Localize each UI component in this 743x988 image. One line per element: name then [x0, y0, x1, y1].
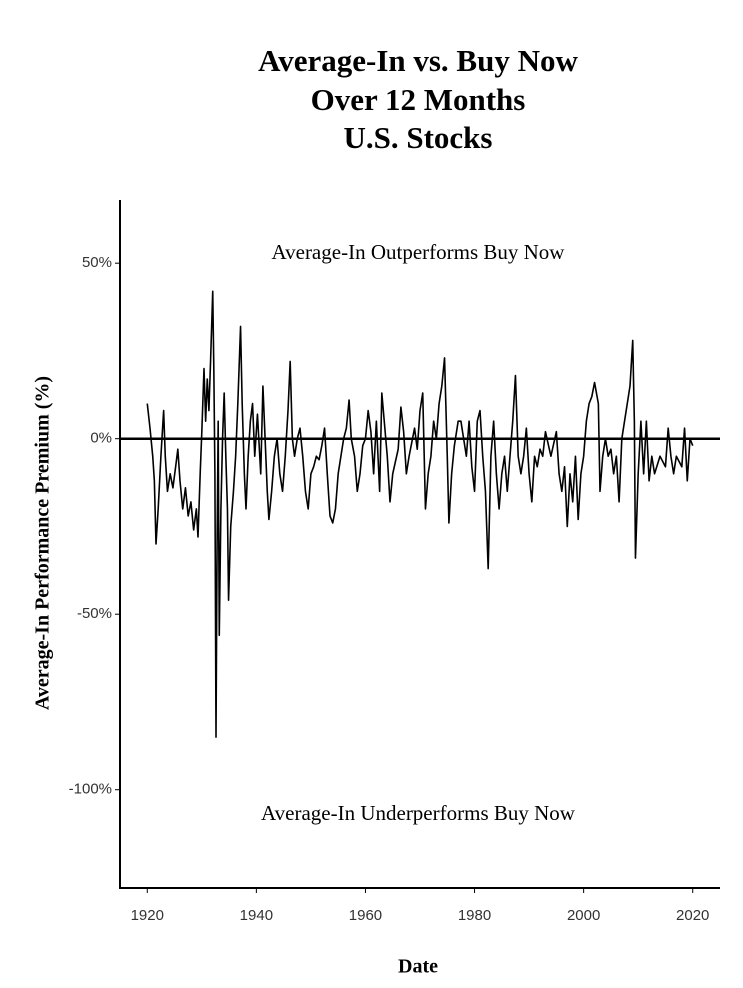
chart-title: Average-In vs. Buy Now [258, 43, 578, 78]
data-line [146, 290, 694, 738]
y-tick-label: 0% [90, 430, 112, 447]
chart-title: U.S. Stocks [343, 120, 492, 155]
annotation: Average-In Underperforms Buy Now [261, 801, 576, 825]
y-tick-label: -50% [77, 605, 112, 622]
chart-title: Over 12 Months [311, 82, 526, 117]
annotation: Average-In Outperforms Buy Now [272, 240, 566, 264]
x-tick-label: 2000 [567, 907, 600, 924]
x-tick-label: 2020 [676, 907, 709, 924]
y-axis-label: Average-In Performance Premium (%) [32, 376, 54, 710]
x-tick-label: 1920 [131, 907, 164, 924]
y-tick-label: 50% [82, 254, 112, 271]
x-axis-label: Date [398, 956, 438, 978]
x-tick-label: 1940 [240, 907, 273, 924]
x-tick-label: 1960 [349, 907, 382, 924]
y-tick-label: -100% [69, 781, 112, 798]
x-tick-label: 1980 [458, 907, 491, 924]
